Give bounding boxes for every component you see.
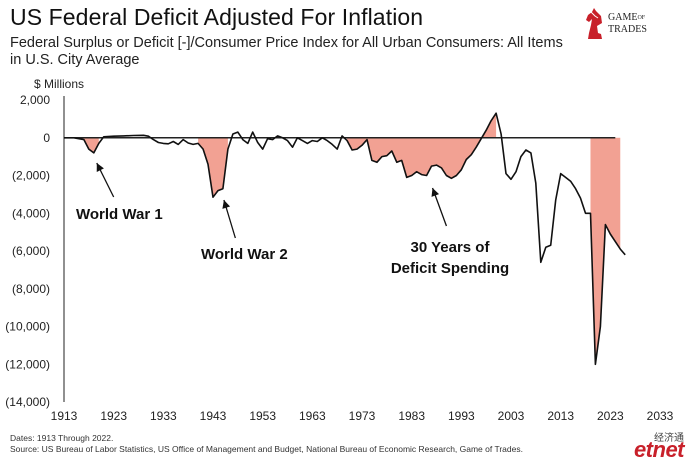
footnote-source: Source: US Bureau of Labor Statistics, U… bbox=[10, 444, 523, 454]
logo-wordmark: GAMEOF TRADES bbox=[608, 12, 647, 36]
series-layer bbox=[64, 112, 626, 366]
y-tick-label: (6,000) bbox=[12, 244, 50, 258]
highlight-area-3 bbox=[347, 113, 497, 179]
annotations: World War 1 World War 2 30 Years of Deficit… bbox=[76, 162, 509, 277]
highlight-area-4 bbox=[590, 137, 621, 365]
x-tick-label: 1913 bbox=[51, 409, 78, 423]
highlight-area-2 bbox=[198, 137, 228, 198]
etnet-watermark: 经济通 etnet bbox=[608, 429, 688, 462]
y-tick-label: (14,000) bbox=[5, 395, 50, 409]
footnote-dates: Dates: 1913 Through 2022. bbox=[10, 433, 114, 443]
logo-line1-small: OF bbox=[637, 15, 646, 21]
y-tick-label: (8,000) bbox=[12, 282, 50, 296]
highlight-areas bbox=[78, 113, 621, 365]
watermark-en: etnet bbox=[633, 437, 685, 462]
chart-subtitle: Federal Surplus or Deficit [-]/Consumer … bbox=[10, 35, 563, 68]
arrow-world-war-1 bbox=[96, 162, 115, 198]
logo-line1: GAME bbox=[608, 12, 638, 23]
x-tick-label: 1933 bbox=[150, 409, 177, 423]
axes: $ Millions 2,000 0 (2,000) (4,000) (6,000) (8,… bbox=[5, 77, 673, 423]
x-tick-label: 1983 bbox=[398, 409, 425, 423]
y-tick-label: (2,000) bbox=[12, 169, 50, 183]
y-tick-label: (4,000) bbox=[12, 206, 50, 220]
y-tick-label: (12,000) bbox=[5, 357, 50, 371]
deficit-line bbox=[64, 112, 626, 366]
x-tick-label: 1973 bbox=[349, 409, 376, 423]
chess-knight-icon bbox=[586, 8, 602, 39]
x-tick-label: 1953 bbox=[249, 409, 276, 423]
y-unit-label: $ Millions bbox=[34, 77, 84, 91]
arrow-world-war-2 bbox=[222, 199, 236, 239]
x-tick-label: 1943 bbox=[200, 409, 227, 423]
highlight-area-1 bbox=[78, 137, 99, 153]
footnote: Dates: 1913 Through 2022. Source: US Bur… bbox=[10, 433, 523, 455]
y-tick-label: (10,000) bbox=[5, 320, 50, 334]
arrow-head bbox=[96, 163, 104, 172]
annotation-30-years-line2: Deficit Spending bbox=[391, 260, 509, 277]
annotation-30-years-line1: 30 Years of bbox=[411, 239, 491, 256]
y-tick-label: 0 bbox=[43, 131, 50, 145]
annotation-world-war-2: World War 2 bbox=[201, 246, 288, 263]
watermark-cn: 经济通 bbox=[654, 433, 684, 444]
annotation-world-war-1: World War 1 bbox=[76, 206, 163, 223]
x-tick-label: 1923 bbox=[100, 409, 127, 423]
x-tick-label: 2003 bbox=[498, 409, 525, 423]
x-tick-label: 2033 bbox=[647, 409, 674, 423]
arrow-head bbox=[222, 200, 231, 209]
game-of-trades-logo: GAMEOF TRADES bbox=[582, 6, 686, 44]
arrow-30-years bbox=[431, 187, 448, 227]
x-tick-label: 1963 bbox=[299, 409, 326, 423]
logo-line2: TRADES bbox=[608, 24, 647, 35]
x-tick-label: 2023 bbox=[597, 409, 624, 423]
arrow-head bbox=[431, 188, 440, 197]
chart-title: US Federal Deficit Adjusted For Inflatio… bbox=[10, 4, 424, 30]
x-tick-label: 1993 bbox=[448, 409, 475, 423]
y-tick-label: 2,000 bbox=[20, 93, 50, 107]
x-tick-label: 2013 bbox=[547, 409, 574, 423]
